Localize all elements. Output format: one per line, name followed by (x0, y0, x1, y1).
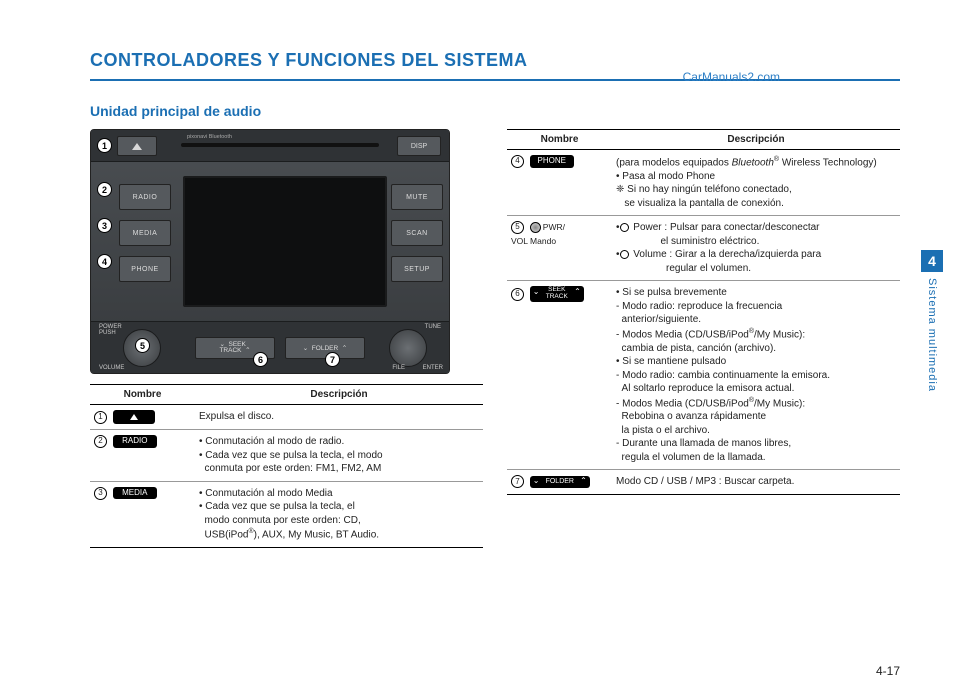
desc-cell: Modo CD / USB / MP3 : Buscar carpeta. (612, 470, 900, 495)
controls-table-left: Nombre Descripción 1 Expulsa el disco.2 … (90, 384, 483, 548)
audio-mid: RADIO MEDIA PHONE MUTE SCAN SETUP (91, 162, 449, 321)
eject-button (117, 136, 157, 156)
row-number: 7 (511, 475, 524, 488)
th-desc-right: Descripción (612, 130, 900, 150)
row-number: 2 (94, 435, 107, 448)
row-number: 1 (94, 411, 107, 424)
name-cell: 2 RADIO (90, 430, 195, 482)
right-column: Nombre Descripción 4 PHONE(para modelos … (507, 129, 900, 548)
callout-5: 5 (135, 338, 150, 353)
th-desc-left: Descripción (195, 385, 483, 405)
audio-top-strip: pixonavi Bluetooth DISP (91, 130, 449, 162)
table-row: 5 PWR/VOL Mando• Power : Pulsar para con… (507, 216, 900, 281)
cd-slot (181, 143, 379, 147)
desc-cell: • Conmutación al modo de radio.• Cada ve… (195, 430, 483, 482)
desc-cell: • Conmutación al modo Media• Cada vez qu… (195, 481, 483, 547)
watermark-text: CarManuals2.com (683, 70, 780, 84)
volume-label: VOLUME (99, 365, 124, 371)
display-screen (183, 176, 387, 307)
folder-key-icon: FOLDER (530, 476, 590, 487)
page-title: CONTROLADORES Y FUNCIONES DEL SISTEMA (90, 50, 900, 71)
power-label: POWERPUSH (99, 324, 122, 336)
manual-page: CONTROLADORES Y FUNCIONES DEL SISTEMA Ca… (0, 0, 960, 700)
desc-cell: Expulsa el disco. (195, 405, 483, 430)
row-number: 5 (511, 221, 524, 234)
key-label: RADIO (113, 435, 157, 447)
audio-head-unit: pixonavi Bluetooth DISP RADIO MEDIA PHON… (90, 129, 450, 374)
table-row: 3 MEDIA• Conmutación al modo Media• Cada… (90, 481, 483, 547)
desc-cell: • Si se pulsa brevemente- Modo radio: re… (612, 281, 900, 470)
callout-1: 1 (97, 138, 112, 153)
scan-button: SCAN (391, 220, 443, 246)
th-name-left: Nombre (90, 385, 195, 405)
two-column-layout: pixonavi Bluetooth DISP RADIO MEDIA PHON… (90, 129, 900, 548)
callout-3: 3 (97, 218, 112, 233)
table-row: 4 PHONE(para modelos equipados Bluetooth… (507, 150, 900, 216)
table-row: 6 SEEKTRACK• Si se pulsa brevemente- Mod… (507, 281, 900, 470)
unit-logo: pixonavi Bluetooth (187, 134, 232, 140)
name-cell: 3 MEDIA (90, 481, 195, 547)
mute-button: MUTE (391, 184, 443, 210)
section-subtitle: Unidad principal de audio (90, 103, 900, 119)
row-number: 3 (94, 487, 107, 500)
table-row: 2 RADIO• Conmutación al modo de radio.• … (90, 430, 483, 482)
setup-button: SETUP (391, 256, 443, 282)
media-button: MEDIA (119, 220, 171, 246)
page-number: 4-17 (876, 664, 900, 678)
callout-4: 4 (97, 254, 112, 269)
table-row: 7 FOLDERModo CD / USB / MP3 : Buscar car… (507, 470, 900, 495)
callout-2: 2 (97, 182, 112, 197)
chapter-tab: 4 Sistema multimedia (920, 250, 944, 392)
name-cell: 7 FOLDER (507, 470, 612, 495)
table-row: 1 Expulsa el disco. (90, 405, 483, 430)
tune-label: TUNE (425, 324, 441, 330)
callout-6: 6 (253, 352, 268, 367)
knob-icon (530, 222, 541, 233)
name-cell: 4 PHONE (507, 150, 612, 216)
th-name-right: Nombre (507, 130, 612, 150)
seek-key-icon: SEEKTRACK (530, 286, 584, 302)
eject-icon (132, 143, 142, 150)
key-label: PHONE (530, 155, 574, 167)
name-cell: 1 (90, 405, 195, 430)
radio-button: RADIO (119, 184, 171, 210)
name-cell: 6 SEEKTRACK (507, 281, 612, 470)
chapter-label: Sistema multimedia (926, 278, 938, 392)
callout-7: 7 (325, 352, 340, 367)
controls-table-right: Nombre Descripción 4 PHONE(para modelos … (507, 129, 900, 495)
desc-cell: (para modelos equipados Bluetooth® Wirel… (612, 150, 900, 216)
title-row: CONTROLADORES Y FUNCIONES DEL SISTEMA (90, 50, 900, 71)
phone-button: PHONE (119, 256, 171, 282)
name-cell: 5 PWR/VOL Mando (507, 216, 612, 281)
key-label: MEDIA (113, 487, 157, 499)
left-column: pixonavi Bluetooth DISP RADIO MEDIA PHON… (90, 129, 483, 548)
row-number: 6 (511, 288, 524, 301)
chapter-number: 4 (921, 250, 943, 272)
disp-button: DISP (397, 136, 441, 156)
tune-knob (389, 329, 427, 367)
eject-key-icon (113, 410, 155, 424)
desc-cell: • Power : Pulsar para conectar/desconect… (612, 216, 900, 281)
enter-label: ENTER (423, 365, 443, 371)
row-number: 4 (511, 155, 524, 168)
file-label: FILE (392, 365, 405, 371)
